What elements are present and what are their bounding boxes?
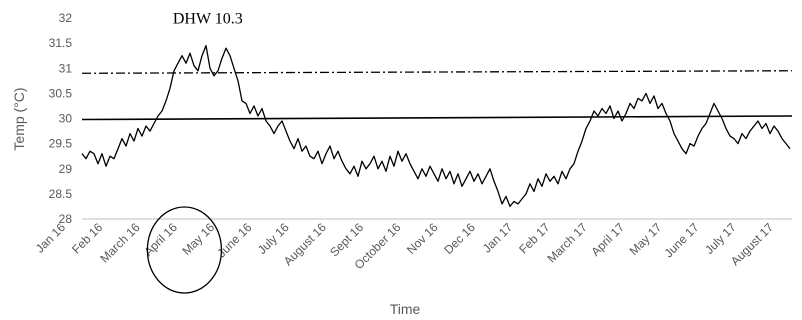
y-axis: 28 28.5 29 29.5 30 30.5 31 31.5 32 xyxy=(49,11,73,226)
y-axis-title: Temp (°C) xyxy=(11,87,27,150)
x-tick-label: May 16 xyxy=(179,220,217,258)
y-tick-label: 31.5 xyxy=(49,36,73,50)
y-tick-label: 29.5 xyxy=(49,137,73,151)
x-tick-label: March 16 xyxy=(97,220,143,266)
x-tick-label: July 17 xyxy=(702,220,739,257)
reference-lines xyxy=(81,70,793,121)
dhw-annotation: DHW 10.3 xyxy=(173,11,243,28)
x-axis-title: Time xyxy=(390,301,421,317)
x-tick-label: Feb 16 xyxy=(69,220,106,257)
y-tick-label: 31 xyxy=(59,61,73,75)
y-tick-label: 28.5 xyxy=(49,187,73,201)
mean-temperature-line xyxy=(81,115,793,121)
y-tick-label: 32 xyxy=(59,11,73,25)
x-tick-label: June 17 xyxy=(661,220,701,260)
x-tick-label: April 17 xyxy=(588,220,627,259)
x-tick-label: Feb 17 xyxy=(516,220,553,257)
y-tick-label: 29 xyxy=(59,162,73,176)
x-tick-label: Jan 17 xyxy=(480,220,516,256)
highlight-ellipse xyxy=(146,206,223,294)
highlight-group xyxy=(146,206,223,294)
x-tick-label: March 17 xyxy=(545,220,591,266)
x-tick-label: Nov 16 xyxy=(404,220,441,257)
bleaching-threshold-line xyxy=(81,70,793,74)
temperature-series-line xyxy=(81,44,791,208)
x-tick-label: July 16 xyxy=(255,220,292,257)
series-group xyxy=(81,44,791,208)
x-tick-label: Jan 16 xyxy=(33,220,69,256)
y-tick-label: 30.5 xyxy=(49,86,73,100)
y-tick-label: 28 xyxy=(59,212,73,226)
x-tick-label: May 17 xyxy=(627,220,665,258)
annotations: DHW 10.3 xyxy=(173,11,243,28)
y-tick-label: 30 xyxy=(59,112,73,126)
x-tick-label: Dec 16 xyxy=(441,220,478,257)
